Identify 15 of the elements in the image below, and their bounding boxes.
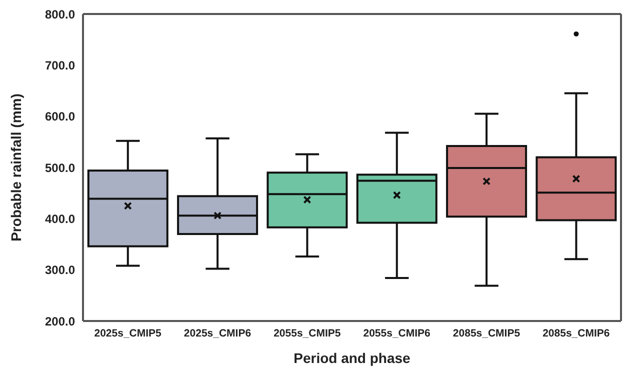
y-tick-label: 300.0 [44, 263, 76, 278]
x-tick-label: 2025s_CMIP5 [94, 327, 162, 340]
y-tick-label: 400.0 [44, 212, 76, 226]
x-tick-label: 2085s_CMIP6 [542, 327, 610, 340]
y-axis-title: Probable rainfall (mm) [8, 94, 24, 242]
x-tick-label: 2085s_CMIP5 [452, 327, 520, 340]
y-tick-label: 200.0 [44, 314, 76, 328]
y-tick-label: 600.0 [44, 110, 76, 124]
x-axis-title: Period and phase [294, 350, 411, 366]
y-tick-label: 500.0 [44, 160, 76, 175]
y-tick-label: 700.0 [44, 58, 76, 72]
x-tick-label: 2055s_CMIP5 [274, 327, 341, 340]
y-tick-label: 800.0 [44, 7, 76, 22]
x-tick-label: 2055s_CMIP6 [363, 327, 431, 340]
x-tick-label: 2025s_CMIP6 [184, 327, 252, 340]
